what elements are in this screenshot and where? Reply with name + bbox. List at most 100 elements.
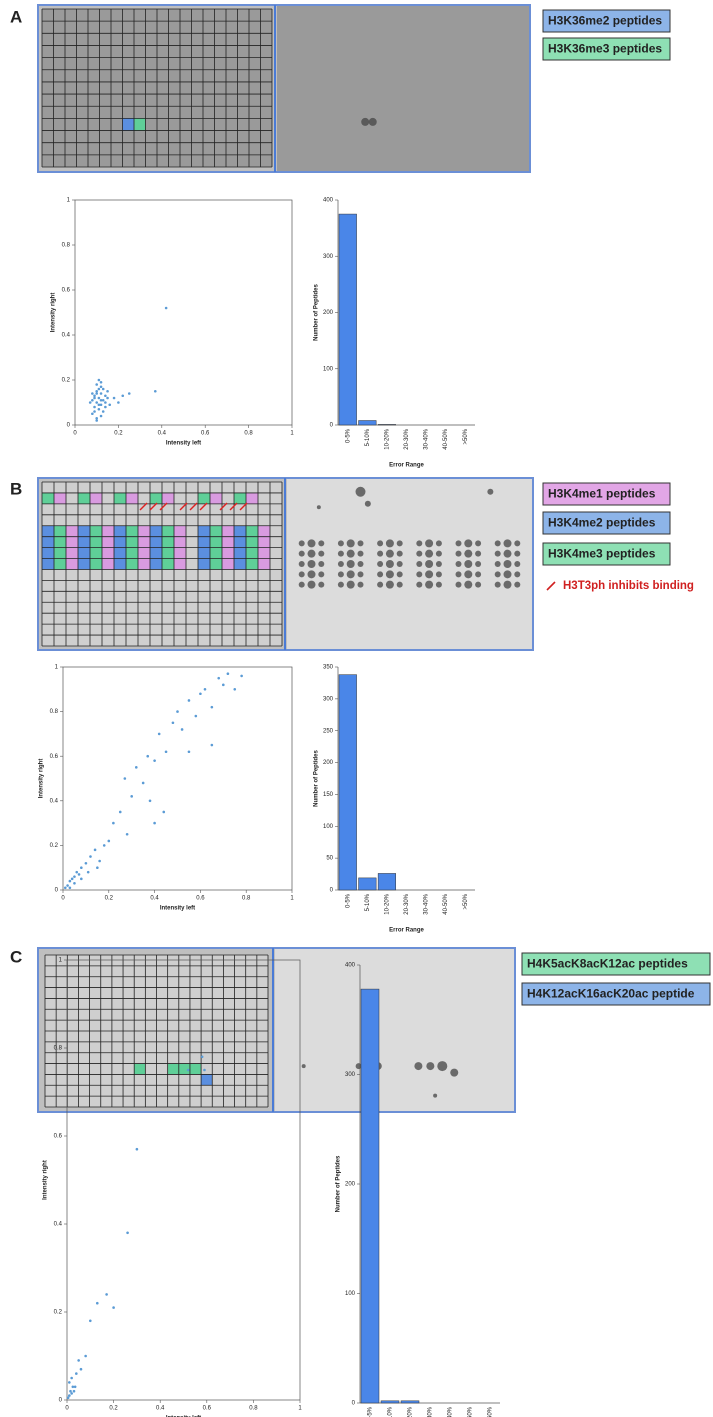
point bbox=[126, 1232, 129, 1235]
y-tick-label: 400 bbox=[323, 198, 334, 204]
note-arrow bbox=[547, 582, 555, 590]
grid-cell bbox=[42, 537, 54, 548]
point bbox=[69, 1390, 72, 1393]
spot bbox=[308, 550, 316, 558]
grid-cell bbox=[126, 526, 138, 537]
grid-cell bbox=[150, 548, 162, 559]
point bbox=[165, 307, 168, 310]
grid-cell bbox=[162, 493, 174, 504]
array-image bbox=[277, 6, 529, 171]
point bbox=[85, 862, 88, 865]
spot bbox=[475, 540, 481, 546]
point bbox=[104, 406, 107, 409]
point bbox=[80, 866, 83, 869]
grid-cell bbox=[78, 537, 90, 548]
spot bbox=[308, 539, 316, 547]
grid-cell bbox=[78, 526, 90, 537]
point bbox=[89, 401, 92, 404]
grid-cell bbox=[138, 526, 150, 537]
page: {"panels": [ {"label": "A", "legend": [{… bbox=[0, 0, 713, 1417]
grid-cell bbox=[234, 493, 246, 504]
point bbox=[95, 383, 98, 386]
spot bbox=[318, 582, 324, 588]
y-tick-label: 0.8 bbox=[54, 1046, 63, 1052]
y-tick-label: 0.2 bbox=[50, 843, 59, 849]
y-tick-label: 0 bbox=[352, 1401, 356, 1407]
spot bbox=[347, 539, 355, 547]
grid-cell bbox=[198, 526, 210, 537]
spot bbox=[425, 570, 433, 578]
point bbox=[172, 721, 175, 724]
x-tick-label: 1 bbox=[298, 1406, 302, 1412]
x-tick-label: >50% bbox=[488, 1406, 494, 1417]
grid-cell bbox=[258, 537, 270, 548]
bar bbox=[378, 424, 396, 425]
point bbox=[73, 882, 76, 885]
y-tick-label: 0.4 bbox=[54, 1222, 63, 1228]
spot bbox=[302, 1064, 306, 1068]
bar bbox=[378, 873, 396, 890]
grid-cell bbox=[246, 548, 258, 559]
point bbox=[188, 699, 191, 702]
point bbox=[102, 388, 105, 391]
grid-cell bbox=[150, 537, 162, 548]
grid-cell bbox=[198, 493, 210, 504]
grid-cell bbox=[234, 559, 246, 570]
grid-cell bbox=[42, 526, 54, 537]
grid-cell bbox=[102, 559, 114, 570]
x-tick-label: 40-50% bbox=[468, 1406, 474, 1417]
spot bbox=[308, 570, 316, 578]
spot bbox=[397, 540, 403, 546]
spot bbox=[504, 570, 512, 578]
grid-cell bbox=[234, 526, 246, 537]
x-tick-label: 0 bbox=[73, 431, 77, 437]
grid-cell bbox=[114, 559, 126, 570]
x-tick-label: 0.2 bbox=[109, 1406, 118, 1412]
point bbox=[211, 744, 214, 747]
point bbox=[130, 795, 133, 798]
spot bbox=[308, 560, 316, 568]
grid-cell bbox=[42, 548, 54, 559]
grid-cell bbox=[90, 526, 102, 537]
spot bbox=[464, 560, 472, 568]
grid-cell bbox=[90, 537, 102, 548]
point bbox=[95, 417, 98, 420]
grid-cell bbox=[134, 1064, 145, 1075]
x-tick-label: 0.2 bbox=[105, 896, 114, 902]
point bbox=[108, 840, 111, 843]
spot bbox=[377, 561, 383, 567]
spot bbox=[365, 501, 371, 507]
spot bbox=[504, 560, 512, 568]
spot bbox=[450, 1069, 458, 1077]
spot bbox=[338, 571, 344, 577]
spot bbox=[299, 561, 305, 567]
point bbox=[70, 1392, 73, 1395]
spot bbox=[369, 118, 377, 126]
grid-cell bbox=[162, 526, 174, 537]
point bbox=[68, 1381, 71, 1384]
x-tick-label: 40-50% bbox=[443, 893, 449, 914]
grid-cell bbox=[222, 526, 234, 537]
point bbox=[77, 1359, 80, 1362]
array-image bbox=[275, 949, 514, 1111]
y-axis-label: Intensity right bbox=[43, 1160, 49, 1200]
x-tick-label: 5-10% bbox=[388, 1406, 394, 1417]
point bbox=[93, 410, 96, 413]
x-tick-label: 0.4 bbox=[158, 431, 167, 437]
spot bbox=[425, 539, 433, 547]
x-axis-label: Error Range bbox=[389, 463, 424, 469]
grid-cell bbox=[190, 1064, 201, 1075]
point bbox=[211, 706, 214, 709]
point bbox=[70, 1377, 73, 1380]
spot bbox=[495, 571, 501, 577]
point bbox=[80, 878, 83, 881]
grid-cell bbox=[210, 548, 222, 559]
point bbox=[204, 688, 207, 691]
point bbox=[136, 1148, 139, 1151]
spot bbox=[386, 570, 394, 578]
grid-cell bbox=[66, 548, 78, 559]
point bbox=[217, 677, 220, 680]
spot bbox=[504, 539, 512, 547]
point bbox=[89, 855, 92, 858]
point bbox=[87, 871, 90, 874]
